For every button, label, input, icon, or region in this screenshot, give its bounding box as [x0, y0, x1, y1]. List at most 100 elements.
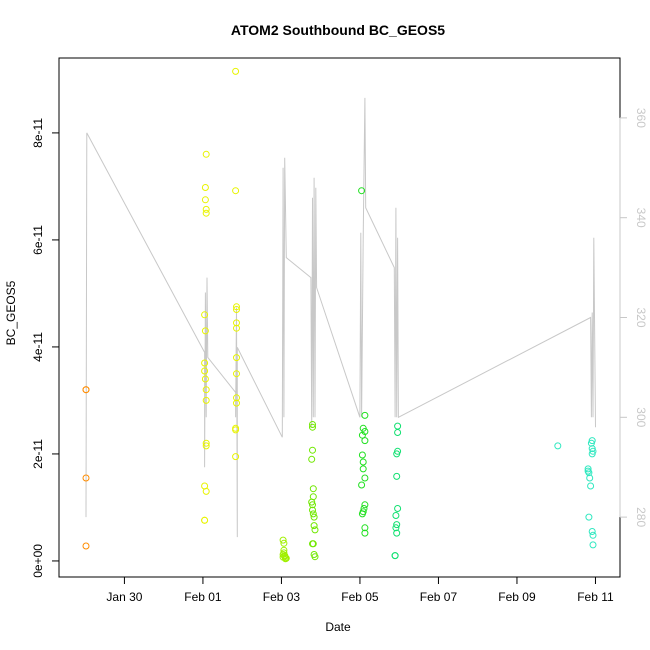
data-point [359, 465, 367, 473]
y2-tick-label: 280 [634, 507, 648, 527]
data-point [233, 319, 240, 327]
x-tick-label: Feb 03 [263, 590, 301, 604]
data-point [358, 510, 366, 518]
y-tick-label: 4e-11 [31, 332, 45, 362]
x-tick-label: Feb 11 [577, 590, 614, 604]
data-point [280, 539, 288, 547]
data-point [82, 474, 90, 482]
x-tick-label: Jan 30 [106, 590, 142, 604]
data-point [584, 465, 592, 473]
data-point [358, 481, 366, 489]
data-point [202, 487, 210, 495]
data-point [309, 510, 317, 518]
data-point [201, 184, 209, 191]
chart-title: ATOM2 Southbound BC_GEOS5 [231, 22, 445, 38]
data-point [280, 546, 288, 554]
data-point [585, 513, 593, 521]
data-point [361, 474, 369, 482]
data-point [201, 367, 209, 375]
data-point [201, 516, 209, 524]
y2-tick-label: 320 [634, 307, 648, 327]
data-point [391, 552, 399, 560]
data-point [310, 522, 318, 530]
data-point [309, 446, 316, 454]
y2-axis: 280 300 320 340 360 [619, 108, 648, 527]
data-point [310, 513, 318, 521]
data-point [587, 482, 595, 490]
data-point [359, 458, 367, 466]
data-point [309, 485, 317, 493]
data-point [393, 450, 401, 458]
data-point [393, 529, 401, 537]
series-line [85, 97, 596, 538]
x-tick-label: Feb 07 [420, 590, 458, 604]
data-point [309, 506, 316, 514]
data-point [392, 524, 400, 532]
data-point [394, 422, 402, 430]
data-point [202, 439, 210, 447]
data-point [232, 453, 240, 461]
data-point [201, 327, 209, 335]
data-point [393, 521, 401, 529]
data-point [202, 205, 210, 213]
data-point [82, 386, 90, 394]
data-point [589, 531, 597, 539]
data-point [588, 437, 596, 445]
data-point [201, 196, 209, 204]
data-point [202, 396, 210, 404]
y2-tick-label: 300 [634, 407, 648, 427]
x-tick-label: Feb 01 [184, 590, 222, 604]
data-point [308, 498, 316, 506]
data-point [82, 542, 90, 550]
data-point [588, 528, 596, 535]
data-point [232, 187, 240, 195]
data-point [202, 209, 210, 217]
data-point [358, 187, 366, 195]
x-axis-label: Date [325, 620, 351, 634]
data-point [392, 512, 400, 519]
data-point [232, 67, 240, 75]
x-tick-label: Feb 09 [498, 590, 536, 604]
data-point [201, 359, 209, 367]
data-point [202, 442, 210, 450]
data-point [309, 421, 316, 428]
data-point [233, 399, 240, 407]
data-point [361, 524, 369, 532]
data-point [233, 370, 240, 378]
data-point [279, 551, 287, 558]
data-point [201, 375, 209, 383]
data-point [585, 469, 593, 477]
data-point [394, 505, 402, 512]
data-point [279, 536, 287, 544]
x-axis: Jan 30 Feb 01 Feb 03 Feb 05 Feb 07 Feb 09 Feb … [106, 576, 614, 604]
data-point [361, 437, 369, 445]
y2-tick-label: 360 [634, 108, 648, 128]
data-point [311, 553, 319, 561]
y-tick-label: 8e-11 [31, 118, 45, 148]
data-point [309, 540, 317, 548]
data-point [233, 306, 240, 313]
y-axis: 0e+00 2e-11 4e-11 6e-11 8e-11 [31, 118, 60, 578]
data-point [554, 442, 562, 450]
y-axis-label: BC_GEOS5 [4, 280, 18, 345]
plot-frame [58, 57, 621, 578]
data-point [394, 429, 402, 436]
data-point [232, 426, 240, 434]
data-point [361, 411, 369, 419]
data-point [308, 455, 316, 463]
y-tick-label: 2e-11 [31, 439, 45, 469]
y-tick-label: 6e-11 [31, 225, 45, 255]
data-point [361, 501, 369, 509]
data-point [279, 553, 287, 561]
data-point [233, 324, 240, 332]
data-point [202, 386, 210, 394]
data-point [588, 450, 596, 458]
data-point [393, 472, 401, 480]
y-tick-label: 0e+00 [31, 544, 45, 578]
data-point [202, 150, 210, 158]
data-point [589, 541, 597, 549]
data-point [233, 354, 240, 362]
data-point [233, 394, 240, 402]
data-point [201, 311, 209, 319]
